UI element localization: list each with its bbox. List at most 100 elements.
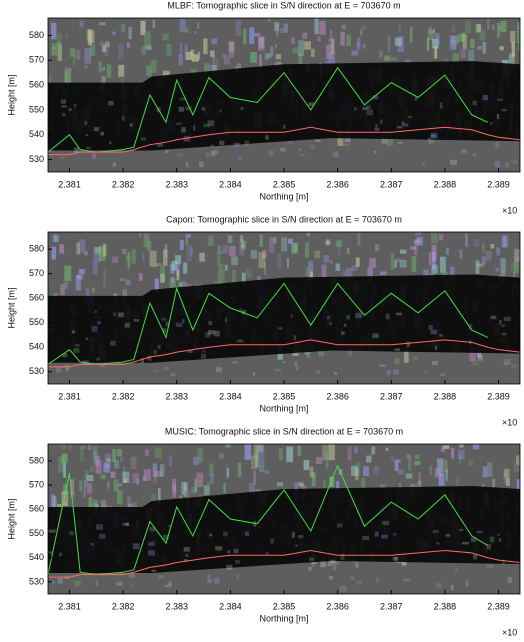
texture <box>302 32 308 39</box>
texture <box>214 577 220 584</box>
texture <box>431 361 439 365</box>
texture <box>100 364 106 367</box>
texture <box>416 236 423 246</box>
texture <box>127 251 131 269</box>
texture <box>186 244 192 262</box>
texture <box>116 581 123 586</box>
texture <box>112 256 119 264</box>
texture <box>120 457 124 462</box>
texture <box>362 535 370 541</box>
texture <box>73 348 80 353</box>
texture <box>127 495 131 513</box>
texture <box>259 54 262 69</box>
texture <box>118 312 124 318</box>
texture <box>170 276 175 284</box>
texture <box>516 479 520 492</box>
texture <box>63 483 68 495</box>
texture <box>169 373 176 377</box>
texture <box>176 262 180 276</box>
texture <box>168 455 173 467</box>
texture <box>402 123 409 127</box>
texture <box>132 472 140 484</box>
texture <box>413 240 418 256</box>
x-tick-label: 2.384 <box>219 601 242 611</box>
texture <box>80 445 86 450</box>
texture <box>262 249 267 259</box>
texture <box>99 533 106 539</box>
texture <box>314 18 319 35</box>
texture <box>357 37 361 51</box>
texture <box>92 261 98 275</box>
texture <box>207 330 215 335</box>
texture <box>250 250 258 259</box>
texture <box>465 580 469 587</box>
texture <box>106 458 111 462</box>
texture <box>163 366 169 370</box>
texture <box>126 42 130 49</box>
texture <box>162 328 167 333</box>
texture <box>455 567 458 573</box>
texture <box>118 64 125 77</box>
texture <box>491 24 496 31</box>
texture <box>460 33 465 42</box>
texture <box>139 273 143 281</box>
texture <box>206 481 210 492</box>
texture <box>191 54 199 62</box>
texture <box>293 335 297 341</box>
texture <box>501 109 507 112</box>
texture <box>395 312 403 316</box>
texture <box>294 243 299 253</box>
texture <box>151 569 157 573</box>
texture <box>223 483 226 494</box>
texture <box>209 533 213 537</box>
x-tick-label: 2.385 <box>273 601 296 611</box>
texture <box>61 453 68 464</box>
texture <box>122 523 129 526</box>
texture <box>244 140 250 147</box>
texture <box>185 234 192 238</box>
x-exponent-label: ×10 <box>502 417 517 427</box>
texture <box>202 350 206 353</box>
texture <box>84 121 88 126</box>
texture <box>160 265 165 281</box>
x-tick-label: 2.388 <box>434 179 457 189</box>
texture <box>172 478 177 492</box>
texture <box>335 263 341 271</box>
texture <box>303 460 310 471</box>
texture <box>395 258 402 263</box>
texture <box>164 584 172 588</box>
texture <box>337 523 343 528</box>
texture <box>104 43 109 56</box>
texture <box>498 26 502 30</box>
texture <box>104 453 112 469</box>
texture <box>123 478 128 483</box>
texture <box>209 463 214 477</box>
texture <box>185 51 193 60</box>
texture <box>210 473 214 485</box>
texture <box>93 446 98 464</box>
texture <box>329 322 332 325</box>
texture <box>73 147 79 153</box>
texture <box>257 450 265 467</box>
texture <box>211 38 218 45</box>
texture <box>432 252 436 270</box>
texture <box>397 459 402 463</box>
texture <box>332 151 339 158</box>
texture <box>298 148 301 152</box>
texture <box>366 105 371 109</box>
texture <box>399 249 407 254</box>
texture <box>405 578 411 582</box>
texture <box>64 70 72 83</box>
texture <box>445 534 451 537</box>
texture <box>499 46 504 51</box>
texture <box>481 256 486 266</box>
texture <box>496 247 500 256</box>
texture <box>112 448 116 462</box>
texture <box>408 116 413 119</box>
texture <box>236 339 244 343</box>
texture <box>239 308 243 312</box>
texture <box>410 246 416 250</box>
texture <box>347 446 352 461</box>
texture <box>392 533 397 536</box>
texture <box>286 446 294 463</box>
